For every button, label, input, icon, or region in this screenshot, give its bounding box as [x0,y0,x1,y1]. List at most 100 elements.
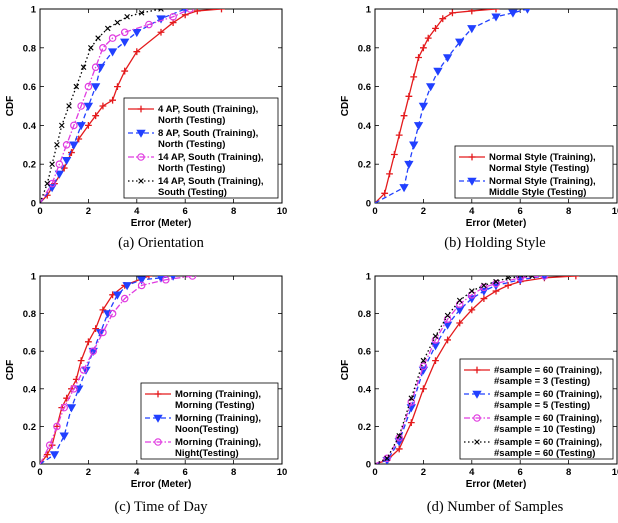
y-tick-label: 0.8 [23,309,36,320]
y-tick-label: 1 [366,272,372,283]
data-point [70,121,78,130]
legend-entry-text: 14 AP, South (Training), [158,152,264,163]
legend-entry-text: North (Testing) [158,139,225,150]
data-point [120,38,130,47]
y-tick-label: 0.6 [358,347,371,358]
x-tick-label: 0 [372,467,377,478]
data-point [137,281,146,290]
legend: Morning (Training),Morning (Testing)Morn… [140,382,279,460]
series-2 [40,9,188,203]
y-tick-label: 1 [31,272,37,283]
data-point [444,312,451,319]
legend-entry-text: 14 AP, South (Training), [158,176,264,187]
data-point [92,112,100,120]
data-point [572,276,580,280]
x-tick-label: 6 [518,467,523,478]
data-point [59,432,69,441]
data-point [88,45,94,51]
data-point [419,362,428,371]
x-tick-label: 10 [612,206,618,217]
legend-entry-text: #sample = 60 (Training), [494,413,602,424]
data-point [469,288,475,294]
data-point [99,102,107,110]
data-point [54,170,65,179]
legend-entry-text: #sample = 60 (Training), [494,437,602,448]
data-point [162,276,170,284]
data-point [53,423,61,430]
data-point [491,13,501,22]
legend-swatch-marker [467,177,477,186]
legend: 4 AP, South (Training),North (Testing)8 … [123,97,279,199]
data-point [85,122,92,129]
legend-swatch-marker [153,414,163,423]
data-point [99,328,107,337]
data-point [114,83,121,90]
series-3 [375,276,549,464]
x-axis-label: Error (Meter) [466,218,527,229]
series-line-1 [375,9,497,203]
x-axis-label: Error (Meter) [131,218,192,229]
data-point [405,92,413,100]
y-tick-label: 0 [31,460,36,471]
y-tick-label: 0 [366,460,371,471]
data-point [508,9,518,18]
data-point [73,83,80,90]
series-3 [40,276,197,464]
series-3 [40,9,194,203]
data-point [399,184,409,193]
data-point [420,385,427,393]
data-point [49,161,55,167]
legend-entry-text: North (Testing) [158,115,225,126]
legend-swatch-marker [137,153,145,161]
x-tick-label: 0 [37,467,42,478]
data-point [92,325,100,333]
data-point [467,25,477,34]
data-point [44,180,51,187]
legend-swatch-marker [472,390,482,399]
data-point [53,422,61,431]
series-line-2 [40,276,174,464]
data-point [381,189,389,197]
legend-swatch-marker [138,178,144,184]
y-tick-label: 0.4 [23,121,37,132]
data-point [136,276,147,285]
data-point [112,291,123,300]
y-tick-label: 0.8 [358,309,371,320]
data-point [404,160,414,170]
data-point [62,141,71,149]
data-point [218,9,225,13]
data-point [79,366,88,374]
series-4 [40,9,164,203]
data-point [396,433,402,439]
x-tick-label: 8 [566,206,571,217]
data-point [122,282,132,291]
data-point [505,276,511,281]
data-point [104,25,111,32]
y-axis-label: CDF [340,96,351,117]
data-point [84,82,93,91]
legend-entry-text: #sample = 5 (Testing) [494,400,590,411]
data-point [529,276,536,279]
y-axis-label: CDF [5,96,16,117]
data-point [58,122,65,129]
x-tick-label: 10 [277,206,288,217]
legend-entry-text: Middle Style (Testing) [489,187,586,198]
data-point [95,35,101,41]
x-tick-label: 6 [183,467,188,478]
panel-caption: (c) Time of Day [114,499,208,515]
data-point [186,9,194,13]
data-point [158,9,164,12]
data-point [432,357,439,364]
data-point [409,141,419,150]
legend-swatch-marker [137,105,145,113]
data-point [481,282,487,289]
data-point [415,54,422,61]
x-tick-label: 4 [134,467,140,478]
legend-entry-text: Noon(Testing) [175,424,239,435]
data-point [456,319,464,327]
data-point [70,384,78,393]
y-tick-label: 1 [31,5,37,16]
series-1 [375,9,500,203]
data-point [108,309,117,318]
data-point [432,333,439,339]
